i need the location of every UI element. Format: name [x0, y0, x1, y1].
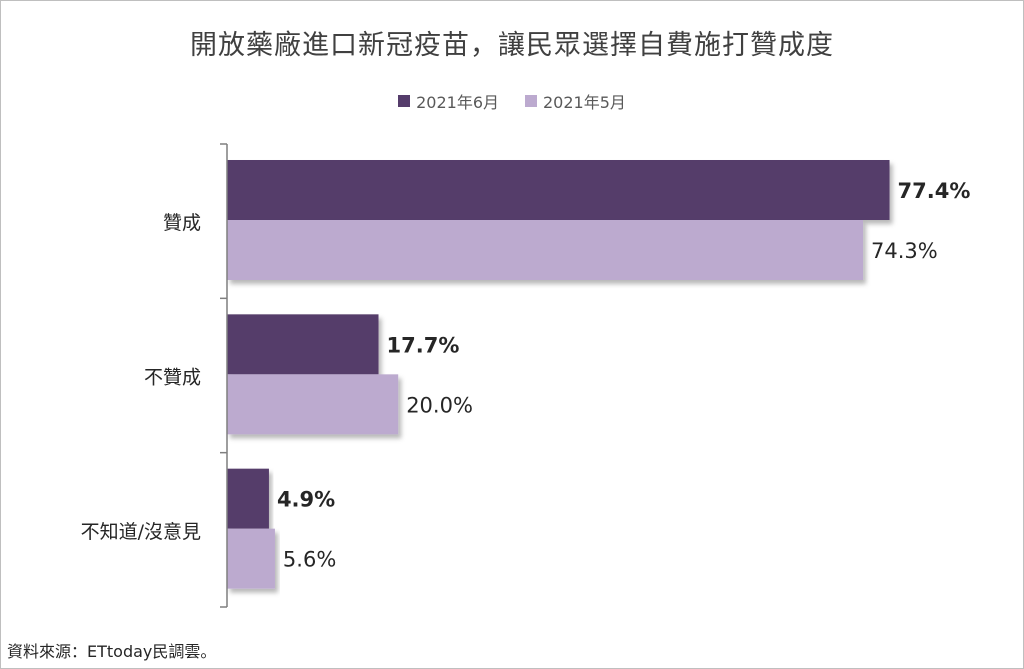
legend-swatch-may [525, 95, 537, 107]
bar-june-0 [227, 160, 890, 220]
data-label-may-0: 74.3% [871, 239, 938, 263]
legend-item-may: 2021年5月 [525, 89, 626, 113]
data-label-june-0: 77.4% [898, 179, 971, 203]
data-label-may-2: 5.6% [283, 548, 336, 572]
legend-label-may: 2021年5月 [543, 93, 626, 112]
data-label-june-2: 4.9% [277, 488, 335, 512]
data-label-may-1: 20.0% [406, 393, 473, 417]
data-label-june-1: 17.7% [387, 333, 460, 357]
legend-item-june: 2021年6月 [398, 89, 499, 113]
chart-title: 開放藥廠進口新冠疫苗，讓民眾選擇自費施打贊成度 [190, 30, 834, 61]
bar-may-1 [227, 374, 399, 435]
bar-june-2 [227, 468, 269, 529]
source-note: 資料來源：ETtoday民調雲。 [7, 642, 217, 661]
bar-june-1 [227, 314, 379, 375]
category-label-0: 贊成 [163, 212, 201, 234]
category-label-1: 不贊成 [144, 367, 201, 389]
category-label-2: 不知道/沒意見 [81, 521, 201, 543]
legend-swatch-june [398, 95, 411, 107]
bar-may-0 [227, 220, 864, 280]
chart-legend: 2021年6月 2021年5月 [1, 89, 1023, 113]
bar-may-2 [227, 528, 275, 589]
legend-label-june: 2021年6月 [416, 93, 499, 112]
